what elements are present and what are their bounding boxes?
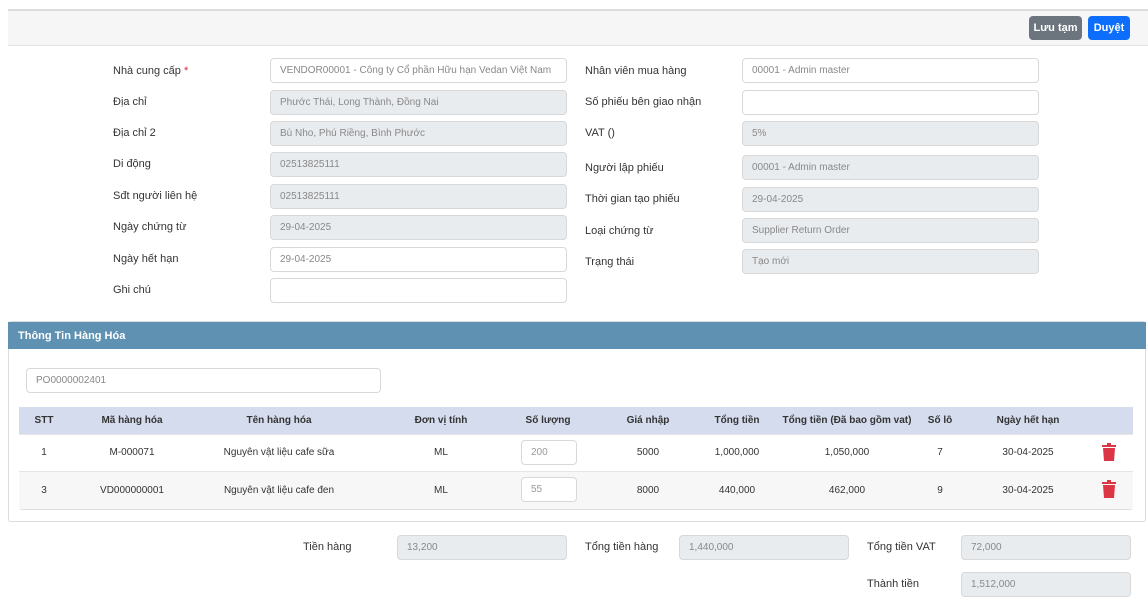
cell-name: Nguyên vật liệu cafe đen	[223, 485, 335, 496]
cell-unit: ML	[434, 485, 448, 496]
trash-icon[interactable]	[1101, 480, 1117, 498]
table-header	[19, 407, 1133, 434]
cell-expiry: 30-04-2025	[1002, 485, 1054, 496]
col-expiry: Ngày hết hạn	[996, 415, 1060, 426]
vat-input: 5%	[742, 121, 1039, 146]
grand-total-input: 1,512,000	[961, 572, 1131, 597]
cell-stt: 1	[41, 447, 47, 458]
col-stt: STT	[34, 415, 54, 426]
creator-label: Người lập phiếu	[585, 162, 664, 174]
cell-expiry: 30-04-2025	[1002, 447, 1054, 458]
supplier-label-text: Nhà cung cấp	[113, 65, 181, 77]
cell-lot: 9	[937, 485, 943, 496]
col-price: Giá nhập	[626, 415, 670, 426]
total-vat-label: Tổng tiền VAT	[867, 541, 936, 553]
qty-input[interactable]: 200	[521, 440, 577, 465]
cell-code: VD000000001	[100, 485, 164, 496]
col-total: Tổng tiền	[714, 415, 760, 426]
trash-icon[interactable]	[1101, 443, 1117, 461]
cell-total-vat: 1,050,000	[824, 447, 870, 458]
delivery-number-label: Số phiếu bên giao nhận	[585, 96, 702, 108]
approve-button[interactable]: Duyệt	[1088, 16, 1130, 40]
total-vat-input: 72,000	[961, 535, 1131, 560]
cell-price: 5000	[636, 447, 660, 458]
note-input[interactable]	[270, 278, 567, 303]
col-code: Mã hàng hóa	[101, 415, 163, 426]
contact-phone-input: 02513825111	[270, 184, 567, 209]
required-marker: *	[183, 65, 189, 77]
address-input: Phước Thái, Long Thành, Đồng Nai	[270, 90, 567, 115]
total-goods-input: 1,440,000	[679, 535, 849, 560]
total-goods-label: Tổng tiền hàng	[585, 541, 659, 553]
cell-total-vat: 462,000	[828, 485, 866, 496]
status-label: Trạng thái	[585, 256, 635, 268]
document-type-input: Supplier Return Order	[742, 218, 1039, 243]
expiry-date-input[interactable]: 29-04-2025	[270, 247, 567, 272]
cell-code: M-000071	[109, 447, 155, 458]
toolbar	[8, 9, 1148, 46]
qty-input[interactable]: 55	[521, 477, 577, 502]
goods-amount-label: Tiền hàng	[303, 541, 352, 553]
address-label: Địa chỉ	[113, 96, 147, 108]
document-date-label: Ngày chứng từ	[113, 221, 187, 233]
goods-amount-input: 13,200	[397, 535, 567, 560]
cell-unit: ML	[434, 447, 448, 458]
vat-label: VAT ()	[585, 127, 615, 139]
expiry-date-label: Ngày hết hạn	[113, 253, 179, 265]
creator-input: 00001 - Admin master	[742, 155, 1039, 180]
goods-section-title: Thông Tin Hàng Hóa	[8, 322, 1146, 349]
cell-total: 440,000	[718, 485, 756, 496]
cell-name: Nguyên vật liệu cafe sữa	[223, 447, 335, 458]
cell-total: 1,000,000	[714, 447, 760, 458]
mobile-input: 02513825111	[270, 152, 567, 177]
address2-input: Bù Nho, Phú Riềng, Bình Phước	[270, 121, 567, 146]
goods-panel	[8, 321, 1146, 522]
col-total-vat: Tổng tiền (Đã bao gồm vat)	[782, 415, 912, 426]
address2-label: Địa chỉ 2	[113, 127, 156, 139]
supplier-input[interactable]: VENDOR00001 - Công ty Cổ phần Hữu hạn Ve…	[270, 58, 567, 83]
delivery-number-input[interactable]	[742, 90, 1039, 115]
created-time-label: Thời gian tạo phiếu	[585, 193, 680, 205]
purchaser-label: Nhân viên mua hàng	[585, 65, 687, 77]
note-label: Ghi chú	[113, 284, 151, 296]
po-input[interactable]: PO0000002401	[26, 368, 381, 393]
purchaser-input[interactable]: 00001 - Admin master	[742, 58, 1039, 83]
contact-phone-label: Sđt người liên hệ	[113, 190, 198, 202]
col-qty: Số lượng	[525, 415, 571, 426]
col-name: Tên hàng hóa	[246, 415, 312, 426]
document-date-input: 29-04-2025	[270, 215, 567, 240]
save-draft-button[interactable]: Lưu tạm	[1029, 16, 1082, 40]
cell-stt: 3	[41, 485, 47, 496]
document-type-label: Loại chứng từ	[585, 225, 654, 237]
created-time-input: 29-04-2025	[742, 187, 1039, 212]
col-unit: Đơn vị tính	[414, 415, 468, 426]
supplier-label: Nhà cung cấp *	[113, 65, 188, 77]
status-input: Tạo mới	[742, 249, 1039, 274]
mobile-label: Di động	[113, 158, 151, 170]
cell-lot: 7	[937, 447, 943, 458]
grand-total-label: Thành tiền	[867, 578, 919, 590]
cell-price: 8000	[636, 485, 660, 496]
col-lot: Số lô	[927, 415, 953, 426]
